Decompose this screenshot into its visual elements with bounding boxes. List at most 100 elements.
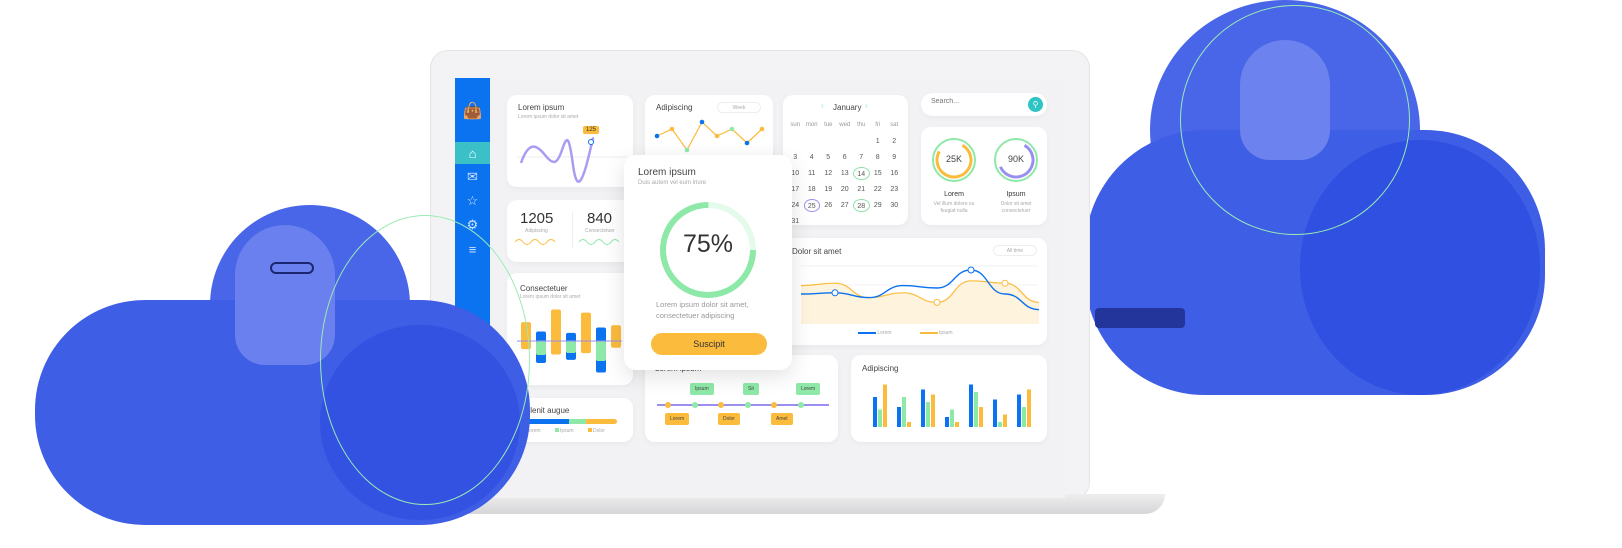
calendar-day[interactable]: 22 xyxy=(873,186,882,193)
next-month-button[interactable]: › xyxy=(865,101,868,110)
calendar-day[interactable]: 20 xyxy=(840,186,849,193)
suscipit-button[interactable]: Suscipit xyxy=(651,333,767,355)
ring-gauge xyxy=(994,138,1038,182)
progress-percent: 75% xyxy=(682,230,734,258)
calendar-day[interactable]: 14 xyxy=(853,167,870,180)
week-filter[interactable]: Week xyxy=(717,102,761,113)
ring-desc: Vel illum dolore eu feugiat nulla xyxy=(933,201,975,214)
calendar-day[interactable]: 18 xyxy=(807,186,816,193)
weekday-label: mon xyxy=(805,122,818,128)
calendar-day[interactable]: 4 xyxy=(809,154,814,161)
calendar-day[interactable]: 17 xyxy=(791,186,800,193)
calendar-day[interactable]: 19 xyxy=(824,186,833,193)
calendar-day[interactable]: 27 xyxy=(840,202,849,209)
calendar-day[interactable]: 26 xyxy=(824,202,833,209)
calendar-day[interactable]: 8 xyxy=(875,154,880,161)
calendar-day[interactable]: 10 xyxy=(791,170,800,177)
calendar-day[interactable]: 11 xyxy=(808,170,816,177)
ring-stat: 25K Lorem Vel illum dolore eu feugiat nu… xyxy=(931,137,977,215)
prev-month-button[interactable]: ‹ xyxy=(821,101,824,110)
calendar-day[interactable]: 6 xyxy=(842,154,847,161)
line-point xyxy=(744,140,750,146)
calendar-day[interactable]: 7 xyxy=(859,154,864,161)
calendar-day[interactable]: 13 xyxy=(840,170,849,177)
calendar-day[interactable]: 25 xyxy=(803,199,820,212)
calendar-day[interactable]: 1 xyxy=(875,138,880,145)
divider xyxy=(572,212,573,248)
bar xyxy=(902,397,906,427)
ipsum-area xyxy=(801,280,1039,324)
legend-label: Dolor xyxy=(592,428,605,434)
stat-sparklines xyxy=(514,239,620,245)
timeline-node xyxy=(691,402,698,408)
card-title: Adipiscing xyxy=(656,103,693,112)
legend: Lorem Ipsum xyxy=(858,330,953,336)
progress-segment xyxy=(586,419,617,424)
calendar-day[interactable]: 29 xyxy=(873,202,882,209)
outer-ring xyxy=(932,138,976,182)
time-filter[interactable]: All time xyxy=(993,245,1037,256)
calendar-day[interactable]: 9 xyxy=(892,154,897,161)
calendar-day[interactable]: 28 xyxy=(853,199,870,212)
calendar-day[interactable]: 15 xyxy=(873,170,882,177)
search-input[interactable] xyxy=(931,98,1021,105)
calendar-day[interactable]: 2 xyxy=(892,138,897,145)
grouped-bar-card: Adipiscing xyxy=(851,355,1047,442)
progress-ring xyxy=(660,202,756,298)
ring-label: Lorem xyxy=(944,191,964,198)
star-icon[interactable]: ☆ xyxy=(466,193,479,208)
stat-value: 840 xyxy=(587,210,613,227)
glasses xyxy=(270,262,314,274)
stat-label: Consectetuer xyxy=(585,228,615,234)
timeline-node xyxy=(797,402,804,408)
empty-day xyxy=(820,135,837,148)
weekday-label: sat xyxy=(890,122,899,128)
cloud-outline xyxy=(1180,5,1410,235)
timeline-tag-bottom: Lorem xyxy=(665,413,690,425)
stat-value: 1205 xyxy=(520,210,554,227)
bar xyxy=(611,325,621,348)
area-line-chart xyxy=(800,265,1040,324)
calendar-day[interactable]: 23 xyxy=(890,186,899,193)
bar xyxy=(883,384,887,427)
card-title: Lorem ipsum xyxy=(518,103,565,112)
calendar-day[interactable]: 24 xyxy=(791,202,800,209)
calendar-day[interactable]: 31 xyxy=(791,218,800,225)
wave-card: Lorem ipsum Lorem ipsum dolor sit amet 1… xyxy=(507,95,633,187)
ring-stat: 90K Ipsum Dolor sit amet consectetuer xyxy=(993,137,1039,215)
calendar-day[interactable]: 5 xyxy=(826,154,831,161)
bar-negative xyxy=(566,341,576,353)
timeline-tag-bottom: Amet xyxy=(771,413,793,425)
card-title: Dolor sit amet xyxy=(792,247,842,256)
wallet-icon[interactable]: 👜 xyxy=(462,103,483,120)
calendar-grid: sun mon tue wed thu fri sat 1 2 3 4 5 6 7 8 9 10 11 12 13 14… xyxy=(787,119,903,228)
timeline-tag-top: Sit xyxy=(743,383,759,395)
calendar-day[interactable]: 16 xyxy=(890,170,899,177)
ring-value: 90K xyxy=(1007,154,1024,164)
home-icon[interactable]: ⌂ xyxy=(455,142,490,164)
ring-label: Ipsum xyxy=(1006,191,1026,198)
bar-negative xyxy=(536,341,546,355)
calendar-day[interactable]: 3 xyxy=(793,154,798,161)
bar xyxy=(926,402,930,427)
legend: Lorem Ipsum Dolor xyxy=(521,428,605,434)
timeline-node xyxy=(771,402,777,408)
gear-icon[interactable]: ⚙ xyxy=(466,217,479,232)
ring-value: 25K xyxy=(945,154,962,164)
search-icon[interactable]: ⚲ xyxy=(1028,97,1043,112)
bar xyxy=(979,407,983,427)
legend-label: Lorem xyxy=(526,428,541,434)
calendar-day[interactable]: 12 xyxy=(824,170,833,177)
area-chart-card: Dolor sit amet All time Lorem Ipsum xyxy=(783,238,1047,345)
inner-ring xyxy=(997,141,1035,179)
search-bar[interactable]: ⚲ xyxy=(921,93,1047,116)
chat-icon[interactable]: ✉ xyxy=(467,169,478,184)
grouped-bar-chart xyxy=(873,384,1031,427)
line-card: Adipiscing Week xyxy=(645,95,773,165)
calendar-day[interactable]: 30 xyxy=(890,202,899,209)
timeline-tag-top: Lorem xyxy=(796,383,821,395)
floating-bar-chart xyxy=(517,309,622,373)
calendar-day[interactable]: 21 xyxy=(857,186,866,193)
calendar-month: January xyxy=(833,103,862,112)
stacked-progress-bar xyxy=(521,419,617,424)
